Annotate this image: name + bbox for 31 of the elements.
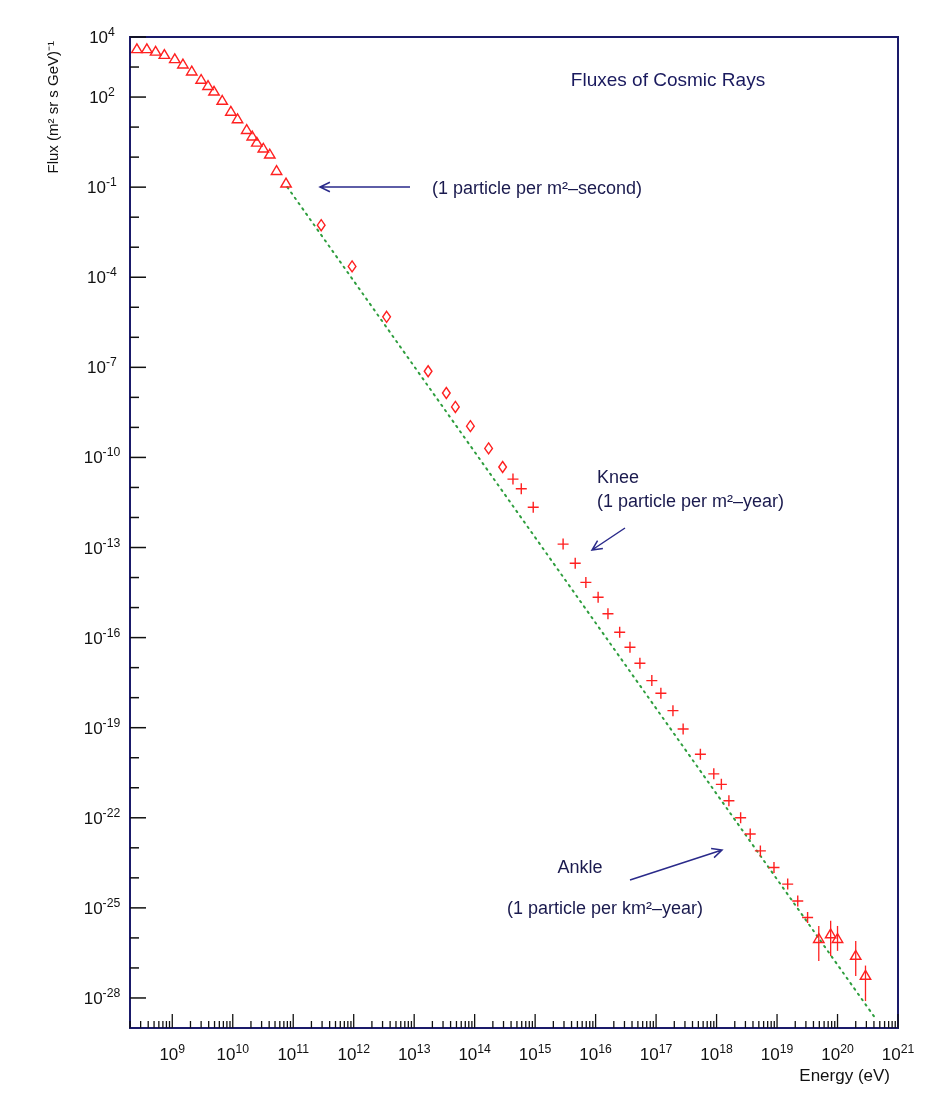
- x-axis-title: Energy (eV): [799, 1066, 890, 1085]
- x-tick-label: 10$^{20}$: [821, 1042, 854, 1064]
- x-tick-label: 10$^{11}$: [277, 1042, 310, 1064]
- x-tick-label: 10$^{10}$: [216, 1042, 250, 1064]
- y-tick-label: 10$^{-25}$: [83, 895, 121, 918]
- x-tick-label: 10$^{17}$: [639, 1042, 673, 1064]
- text: Fluxes of Cosmic Rays: [570, 69, 766, 90]
- x-tick-label: 10$^{14}$: [458, 1042, 492, 1064]
- x-tick-label: 10$^{16}$: [579, 1042, 613, 1064]
- y-tick-label: 10$^{4}$: [89, 25, 116, 47]
- x-tick-label: 10$^{19}$: [760, 1042, 794, 1064]
- x-tick-label: 10$^{18}$: [700, 1042, 734, 1064]
- x-tick-label: 10$^{9}$: [159, 1042, 186, 1064]
- y-tick-label: 10$^{-19}$: [83, 715, 121, 738]
- x-tick-label: 10$^{12}$: [337, 1042, 371, 1064]
- y-tick-label: 10$^{-13}$: [83, 535, 121, 558]
- y-tick-label: 10$^{-16}$: [83, 625, 121, 648]
- y-tick-label: 10$^{-7}$: [87, 355, 118, 378]
- x-tick-label: 10$^{15}$: [518, 1042, 552, 1064]
- annotation: Knee (1 particle per m²–year): [597, 467, 785, 511]
- y-tick-label: 10$^{-4}$: [87, 265, 118, 288]
- y-tick-label: 10$^{-10}$: [83, 445, 121, 468]
- y-axis-title: Flux (m² sr s GeV)⁻¹: [44, 41, 61, 174]
- y-tick-label: 10$^{-22}$: [83, 805, 121, 828]
- x-tick-label: 10$^{21}$: [881, 1042, 915, 1064]
- x-tick-label: 10$^{13}$: [397, 1042, 431, 1064]
- y-tick-label: 10$^{2}$: [89, 85, 116, 108]
- y-tick-label: 10$^{-28}$: [83, 985, 121, 1008]
- annotation: Ankle (1 particle per km²–year): [506, 857, 704, 918]
- annotation: (1 particle per m²–second): [432, 178, 643, 198]
- y-tick-label: 10$^{-1}$: [87, 175, 118, 198]
